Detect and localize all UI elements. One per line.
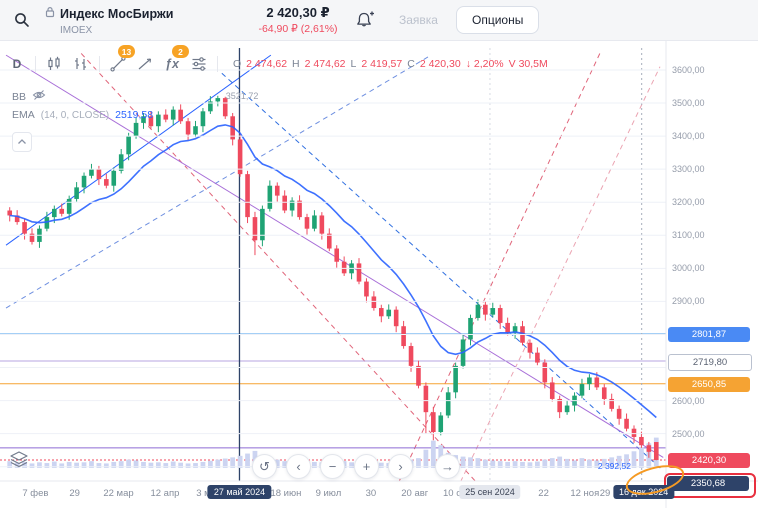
price-tick: 3400,00 [672,131,705,142]
ema-value: 2519,58 [115,109,154,121]
price-tick: 3100,00 [672,230,705,241]
price-tick: 3600,00 [672,65,705,75]
zoom-in-button[interactable]: + [354,454,379,479]
options-button[interactable]: Опционы [456,6,540,34]
search-icon[interactable] [13,11,31,29]
price-label: 2650,85 [668,376,750,392]
compare-icon[interactable] [72,54,90,74]
instrument-title-block[interactable]: Индекс МосБиржи IMOEX [44,5,173,36]
price-block: 2 420,30 ₽ -64,90 ₽ (2,61%) [240,5,356,35]
trend-line-icon[interactable] [136,54,154,74]
last-price: 2 420,30 ₽ [266,5,330,20]
price-tick: 2900,00 [672,296,705,307]
price-change: -64,90 ₽ (2,61%) [258,23,338,35]
date-label: 27 май 2024 [207,485,272,499]
price-tick: 3200,00 [672,197,705,208]
ohlc-change: ↓ 2,20% [465,58,504,70]
fx-label: ƒx [165,57,179,71]
ema-indicator-row[interactable]: EMA (14, 0, CLOSE) 2519,58 [12,106,153,124]
ema-params: (14, 0, CLOSE) [40,109,110,121]
highlight-box-annotation: 2350,68 [664,473,756,499]
pan-left-button[interactable]: ‹ [286,454,311,479]
date-label: 12 ноя [570,488,600,499]
date-label: 9 июл [315,488,342,499]
price-label: 2719,80 [668,353,752,371]
go-to-latest-button[interactable]: → [435,454,460,479]
price-label: 2350,68 [667,476,749,492]
indicators-count-badge: 2 [172,45,189,58]
date-label: 22 [538,488,549,499]
instrument-ticker: IMOEX [60,25,93,36]
chart-nav-controls: ↺ ‹ − + › → [252,454,460,479]
bb-indicator-row[interactable]: BB [12,88,153,106]
date-label: 12 апр [150,488,180,499]
price-scale[interactable]: 3600,00 3500,00 3400,00 3300,00 3200,00 3100,… [664,40,758,508]
drawing-tools-icon[interactable]: 13 [109,45,135,74]
indicators-button[interactable]: ƒx 2 [163,45,189,74]
pan-right-button[interactable]: › [388,454,413,479]
price-tick: 2600,00 [672,395,705,406]
date-label: 10 сен [443,488,472,499]
toolbar-divider [217,56,218,72]
price-tick: 3000,00 [672,263,705,274]
collapse-legend-button[interactable] [12,132,32,152]
price-tick: 3300,00 [672,164,705,175]
indicators-legend: BB EMA (14, 0, CLOSE) 2519,58 [12,88,153,152]
date-label: 16 дек 2024 [613,485,675,499]
price-tick: 2500,00 [672,428,705,439]
settings-sliders-icon[interactable] [190,54,208,74]
price-label: 2801,87 [668,326,750,342]
drawings-count-badge: 13 [118,45,135,58]
date-label: 30 [365,488,377,499]
ohlc-volume: V 30,5M [508,58,548,70]
reset-zoom-button[interactable]: ↺ [252,454,277,479]
lock-icon [44,5,56,23]
date-label: 7 фев [22,488,49,499]
toolbar-divider [35,56,36,72]
order-button[interactable]: Заявка [399,13,438,27]
instrument-title: Индекс МосБиржи [60,7,174,21]
price-tick: 3500,00 [672,98,705,109]
chart-type-icon[interactable] [45,54,63,74]
object-tree-icon[interactable] [10,451,28,472]
ema-label: EMA [12,109,35,121]
zoom-out-button[interactable]: − [320,454,345,479]
eye-off-icon[interactable] [32,88,46,106]
date-label: 20 авг [401,488,429,499]
date-label: 18 июн [270,488,302,499]
toolbar-divider [99,56,100,72]
date-label: 25 сен 2024 [459,485,521,499]
header: Индекс МосБиржи IMOEX 2 420,30 ₽ -64,90 … [0,0,758,41]
price-label: 2420,30 [668,453,750,468]
date-label: 22 мар [103,488,134,499]
alert-bell-icon[interactable] [354,9,376,31]
timeframe-button[interactable]: D [12,57,22,71]
date-label: 29 [69,488,80,499]
bb-label: BB [12,91,27,103]
